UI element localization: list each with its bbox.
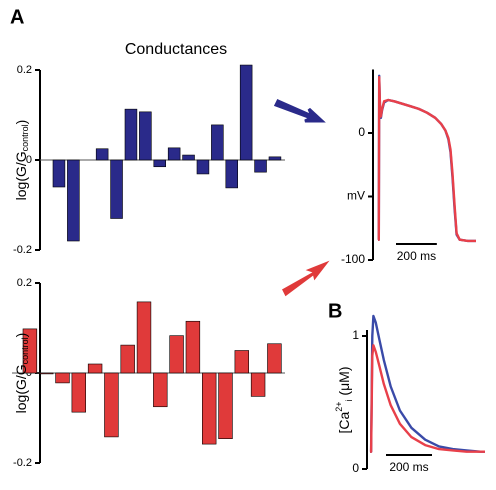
y-axis-label-part: log(G/G xyxy=(13,364,29,413)
y-tick-label: mV xyxy=(347,189,365,203)
bar xyxy=(104,372,119,438)
trace xyxy=(369,314,485,453)
y-tick-label: 0.2 xyxy=(17,277,32,289)
bar xyxy=(234,350,249,374)
bar xyxy=(267,343,282,374)
bar xyxy=(55,372,70,384)
bar xyxy=(169,335,184,374)
bar xyxy=(87,363,103,374)
y-axis-label-part: ) xyxy=(13,333,29,338)
trace xyxy=(369,344,485,453)
y-axis-label: log(G/Gcontrol) xyxy=(13,333,31,414)
bar xyxy=(110,159,123,219)
bar xyxy=(254,159,267,173)
arrow xyxy=(282,260,330,297)
y-tick-label: 1 xyxy=(352,328,359,342)
bar xyxy=(182,154,195,161)
y-axis-label: [Ca2+i (μM) xyxy=(334,366,354,433)
bar xyxy=(268,156,282,161)
bar xyxy=(239,64,253,161)
bar xyxy=(67,159,80,242)
y-tick-label: 0 xyxy=(352,461,359,475)
y-axis-label-sub: control xyxy=(20,124,30,151)
bar xyxy=(218,372,233,439)
y-tick-label: 0 xyxy=(358,125,365,139)
bar xyxy=(167,147,181,161)
bar xyxy=(185,320,201,374)
bar xyxy=(153,372,168,408)
y-tick-label: -100 xyxy=(341,252,365,266)
bar xyxy=(139,111,152,161)
bar xyxy=(153,159,167,168)
bar xyxy=(38,372,54,375)
y-axis-label-sub: i xyxy=(344,399,354,401)
y-axis-label: log(G/Gcontrol) xyxy=(13,120,31,201)
y-tick-label: -0.2 xyxy=(13,244,32,256)
bar xyxy=(225,159,239,189)
bar xyxy=(211,124,224,161)
y-axis-label-part: (μM) xyxy=(336,366,352,399)
bar xyxy=(136,301,152,374)
bar xyxy=(196,159,210,175)
bar xyxy=(202,372,217,445)
y-axis-label-part: ) xyxy=(13,120,29,125)
trace xyxy=(377,75,476,243)
bar xyxy=(250,372,266,397)
arrow xyxy=(273,99,326,123)
scale-bar-label: 200 ms xyxy=(389,460,428,474)
y-axis-label-sup: 2+ xyxy=(334,401,344,411)
y-axis-label-part: [Ca xyxy=(336,412,352,434)
bar xyxy=(22,328,38,374)
bar xyxy=(52,159,66,188)
chart-title: Conductances xyxy=(125,41,227,58)
bar xyxy=(120,344,135,374)
bar xyxy=(95,148,109,161)
panel-label: A xyxy=(10,6,24,28)
scale-bar-label: 200 ms xyxy=(397,249,436,263)
y-tick-label: 0 xyxy=(26,154,32,166)
y-tick-label: -0.2 xyxy=(13,457,32,469)
bar xyxy=(124,108,138,161)
y-axis-label-part: log(G/G xyxy=(13,151,29,200)
bar xyxy=(71,372,87,413)
panel-label: B xyxy=(328,300,342,322)
y-axis-label-sub: control xyxy=(20,337,30,364)
y-tick-label: 0.2 xyxy=(17,64,32,76)
